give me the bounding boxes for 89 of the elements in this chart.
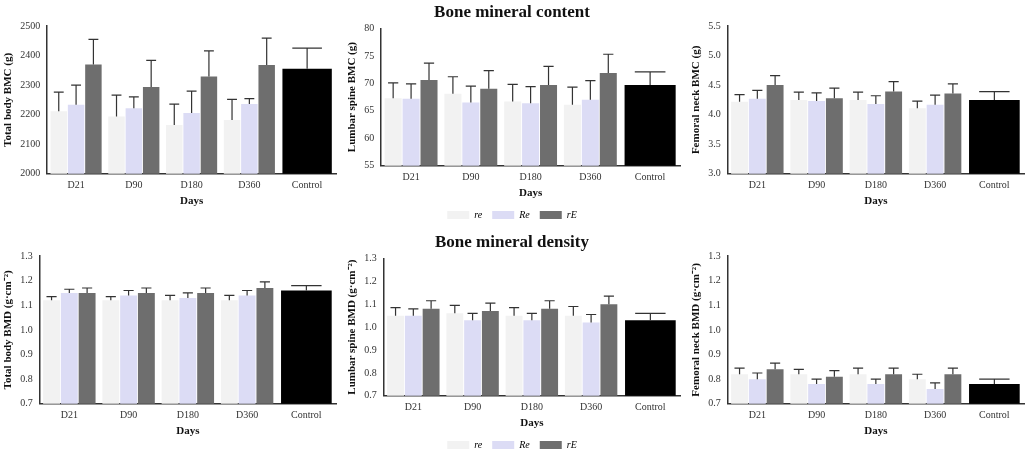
- y-tick-label: 1.3: [708, 249, 721, 261]
- x-tick-label: D21: [402, 171, 420, 183]
- y-tick-label: 1.3: [20, 249, 33, 261]
- y-axis-title: Lumbar spine BMC (g): [345, 41, 359, 153]
- y-tick-label: 1.1: [364, 297, 377, 309]
- chart-title: Bone mineral density: [435, 231, 590, 251]
- y-tick-label: 1.2: [708, 274, 721, 286]
- x-axis-title: Days: [176, 424, 201, 437]
- y-tick-label: 1.2: [20, 274, 33, 286]
- x-tick-label: D21: [748, 409, 766, 421]
- y-tick-label: 0.8: [20, 372, 33, 384]
- y-tick-label: 2400: [20, 49, 41, 61]
- x-axis-title: Days: [179, 194, 204, 207]
- y-tick-label: 60: [364, 131, 375, 143]
- y-tick-label: 1.1: [20, 298, 33, 310]
- y-tick-label: 0.9: [364, 343, 377, 355]
- y-axis-title: Total body BMC (g): [1, 52, 15, 147]
- x-tick-label: Control: [979, 179, 1010, 191]
- legend-label: rE: [566, 438, 577, 450]
- x-tick-label: D360: [235, 409, 259, 421]
- x-tick-label: Control: [291, 179, 323, 191]
- y-tick-label: 2500: [20, 19, 41, 31]
- x-tick-label: Control: [635, 401, 666, 413]
- x-tick-label: D180: [864, 179, 887, 191]
- x-tick-label: Control: [634, 171, 666, 183]
- y-tick-label: 0.8: [708, 372, 721, 384]
- y-tick-label: 2000: [20, 167, 41, 179]
- y-tick-label: 2100: [20, 137, 41, 149]
- y-tick-label: 4.5: [708, 78, 721, 90]
- x-tick-label: D90: [807, 409, 826, 421]
- x-tick-label: Control: [291, 409, 322, 421]
- y-tick-label: 0.7: [20, 397, 33, 409]
- legend-label: re: [474, 208, 483, 220]
- y-tick-label: 0.8: [364, 366, 377, 378]
- x-tick-label: D90: [125, 179, 143, 191]
- y-tick-label: 70: [364, 76, 375, 88]
- y-axis-title: Femoral neck BMC (g): [689, 45, 703, 155]
- y-tick-label: 0.9: [20, 348, 33, 360]
- x-axis-title: Days: [518, 186, 543, 199]
- x-tick-label: D21: [748, 179, 766, 191]
- x-axis-title: Days: [864, 194, 889, 207]
- y-tick-label: 5.5: [708, 19, 721, 31]
- y-tick-label: 5.0: [708, 49, 721, 61]
- y-axis-title: Total body BMD (g·cm⁻²): [1, 270, 15, 390]
- x-tick-label: D90: [807, 179, 826, 191]
- legend-label: Re: [518, 208, 531, 220]
- x-tick-label: D360: [923, 179, 947, 191]
- legend-label: re: [474, 438, 483, 450]
- y-axis-title: Lumbar spine BMD (g·cm⁻²): [345, 259, 359, 395]
- x-tick-label: D21: [404, 401, 422, 413]
- x-tick-label: D360: [238, 179, 261, 191]
- x-tick-label: D90: [463, 401, 482, 413]
- y-tick-label: 1.1: [708, 298, 721, 310]
- x-tick-label: D360: [579, 171, 602, 183]
- x-tick-label: D180: [519, 171, 542, 183]
- y-tick-label: 2300: [20, 78, 41, 90]
- x-tick-label: D180: [180, 179, 203, 191]
- x-axis-title: Days: [520, 416, 545, 429]
- x-tick-label: D180: [176, 409, 199, 421]
- x-tick-label: D21: [67, 179, 85, 191]
- y-tick-label: 65: [364, 104, 375, 116]
- x-tick-label: D180: [520, 401, 543, 413]
- y-tick-label: 55: [364, 159, 375, 171]
- x-tick-label: D360: [923, 409, 947, 421]
- y-tick-label: 2200: [20, 108, 41, 120]
- y-tick-label: 0.7: [364, 389, 377, 401]
- y-tick-label: 1.0: [364, 320, 377, 332]
- x-tick-label: D180: [864, 409, 887, 421]
- x-tick-label: D360: [579, 401, 603, 413]
- y-tick-label: 3.0: [708, 167, 721, 179]
- y-axis-title: Femoral neck BMD (g·cm⁻²): [689, 262, 703, 397]
- x-tick-label: Control: [979, 409, 1010, 421]
- x-tick-label: D21: [60, 409, 78, 421]
- y-tick-label: 1.0: [708, 323, 721, 335]
- y-tick-label: 80: [364, 22, 375, 34]
- x-axis-title: Days: [864, 424, 889, 437]
- y-tick-label: 4.0: [708, 108, 721, 120]
- y-tick-label: 1.0: [20, 323, 33, 335]
- y-tick-label: 1.3: [364, 252, 377, 264]
- legend-label: rE: [566, 208, 577, 220]
- y-tick-label: 75: [364, 49, 375, 61]
- x-tick-label: D90: [462, 171, 480, 183]
- legend-label: Re: [518, 438, 531, 450]
- x-tick-label: D90: [119, 409, 138, 421]
- y-tick-label: 1.2: [364, 274, 377, 286]
- y-tick-label: 0.9: [708, 348, 721, 360]
- chart-title: Bone mineral content: [434, 1, 591, 21]
- y-tick-label: 3.5: [708, 137, 721, 149]
- y-tick-label: 0.7: [708, 397, 721, 409]
